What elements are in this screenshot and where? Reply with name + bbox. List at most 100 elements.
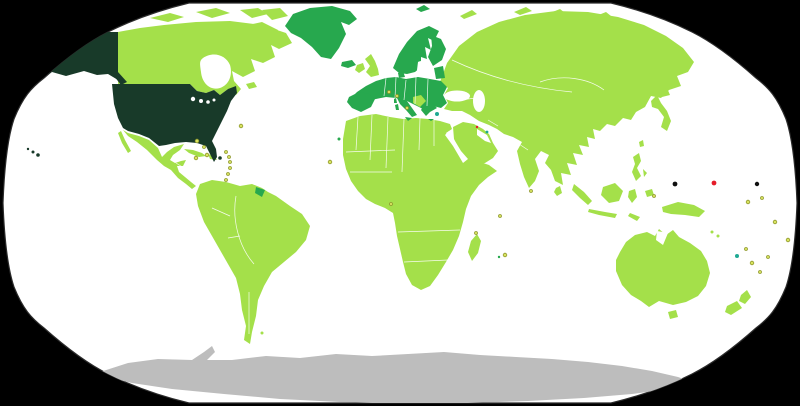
region-victoria-island <box>176 24 202 36</box>
territory-dot-sao-tome <box>389 202 393 206</box>
region-tasmania <box>668 310 678 319</box>
territory-dot-pacific-black-west <box>672 181 678 187</box>
region-nz-north <box>739 290 751 304</box>
region-sri-lanka <box>554 186 562 196</box>
region-sakhalin <box>644 72 652 92</box>
region-arctic-island-1 <box>150 13 184 22</box>
region-russian-arctic-3 <box>550 9 565 17</box>
territory-dot-antilles-4 <box>228 166 232 170</box>
territory-dot-cape-verde <box>327 159 333 165</box>
region-africa <box>343 114 497 290</box>
territory-dot-new-caledonia <box>735 254 739 258</box>
region-antarctica <box>100 346 692 403</box>
region-australia <box>616 229 710 307</box>
region-ireland <box>355 63 365 73</box>
region-java <box>588 209 617 218</box>
hudson-bay <box>200 54 231 89</box>
region-western-balkans <box>413 95 426 107</box>
light-overlay-countries <box>355 54 426 107</box>
territory-dot-seychelles <box>498 214 502 218</box>
great-lake-1 <box>190 96 196 102</box>
territory-dot-hawaii-3 <box>36 153 40 157</box>
region-borneo <box>601 183 623 203</box>
great-lake-3 <box>206 100 210 104</box>
territory-dot-bermuda <box>238 123 244 129</box>
territory-dot-hawaii-2 <box>31 150 35 154</box>
region-cuba <box>184 149 206 157</box>
territory-dot-falkland <box>260 331 264 335</box>
light-green-countries <box>118 7 751 344</box>
territory-dot-hawaii-1 <box>26 147 30 151</box>
region-greenland <box>285 6 357 59</box>
territory-dot-antilles-5 <box>226 172 230 176</box>
region-uk <box>365 54 379 77</box>
region-iceland <box>341 60 356 68</box>
great-lake-4 <box>212 98 216 102</box>
territory-dot-pacific-yellow-1 <box>745 199 751 205</box>
country-borders <box>175 59 605 334</box>
seas-layer <box>190 54 668 245</box>
territory-dot-haiti <box>204 152 210 158</box>
territory-dot-mauritius <box>502 252 508 258</box>
region-sumatra <box>572 184 592 205</box>
territory-dot-puerto-rico <box>218 156 222 160</box>
territory-dot-palau <box>652 194 656 198</box>
region-ellesmere <box>262 8 288 20</box>
region-greece <box>421 103 437 116</box>
territory-dot-maldives <box>529 189 533 193</box>
region-corsica <box>394 98 397 103</box>
region-arctic-island-2 <box>196 8 230 18</box>
territory-dot-samoa <box>766 255 770 259</box>
region-baltics <box>434 66 445 79</box>
territory-dot-reunion <box>497 255 501 259</box>
region-russian-arctic-1 <box>460 10 477 19</box>
region-sulawesi <box>628 189 637 203</box>
region-svalbard <box>416 5 430 12</box>
region-sardinia <box>395 104 399 110</box>
territory-dot-jamaica <box>193 155 199 161</box>
persian-gulf <box>477 129 491 143</box>
land-layer <box>26 5 791 403</box>
region-philippines-1 <box>632 153 641 181</box>
territory-dot-solomon-2 <box>716 234 720 238</box>
territory-dot-malta <box>405 106 409 110</box>
region-hokkaido <box>659 88 670 97</box>
territory-dot-san-marino <box>395 94 399 98</box>
territory-dot-pacific-yellow-4 <box>785 237 791 243</box>
region-finland <box>428 35 446 66</box>
region-denmark <box>398 71 405 78</box>
region-timor <box>628 213 640 221</box>
territory-dot-tonga <box>758 270 762 274</box>
territory-dot-solomon-1 <box>710 230 714 234</box>
territory-dot-fiji <box>749 260 755 266</box>
territory-dot-bahamas-2 <box>202 145 206 149</box>
region-russian-arctic-2 <box>514 7 532 15</box>
territory-dot-antilles-1 <box>224 150 228 154</box>
region-taiwan <box>639 140 644 147</box>
region-asia <box>440 11 694 188</box>
region-philippines-2 <box>643 169 647 177</box>
region-arctic-island-3 <box>240 8 268 18</box>
region-iberia <box>347 92 375 112</box>
territory-dot-pacific-yellow-2 <box>760 196 764 200</box>
region-crete <box>428 119 434 121</box>
black-sea <box>444 90 470 102</box>
region-moluccas <box>645 189 654 197</box>
territory-dot-pacific-red <box>711 180 717 186</box>
gulf-of-carpentaria <box>656 231 668 245</box>
territory-dot-bahamas-1 <box>194 138 200 144</box>
region-baffin <box>244 22 278 44</box>
territory-dot-comoros <box>474 231 478 235</box>
region-alaska-panhandle <box>114 72 127 85</box>
caspian-sea <box>473 90 485 112</box>
territory-dot-canary <box>337 137 341 141</box>
baltic-sea <box>417 61 429 76</box>
region-baja <box>118 131 131 153</box>
territory-dot-pacific-yellow-3 <box>772 219 778 225</box>
region-new-guinea <box>662 202 705 217</box>
red-sea <box>445 131 468 163</box>
small-territories-layer <box>26 90 791 335</box>
territory-dot-antilles-2 <box>227 155 231 159</box>
region-usa <box>112 84 237 162</box>
region-russian-arctic-4 <box>596 12 611 19</box>
